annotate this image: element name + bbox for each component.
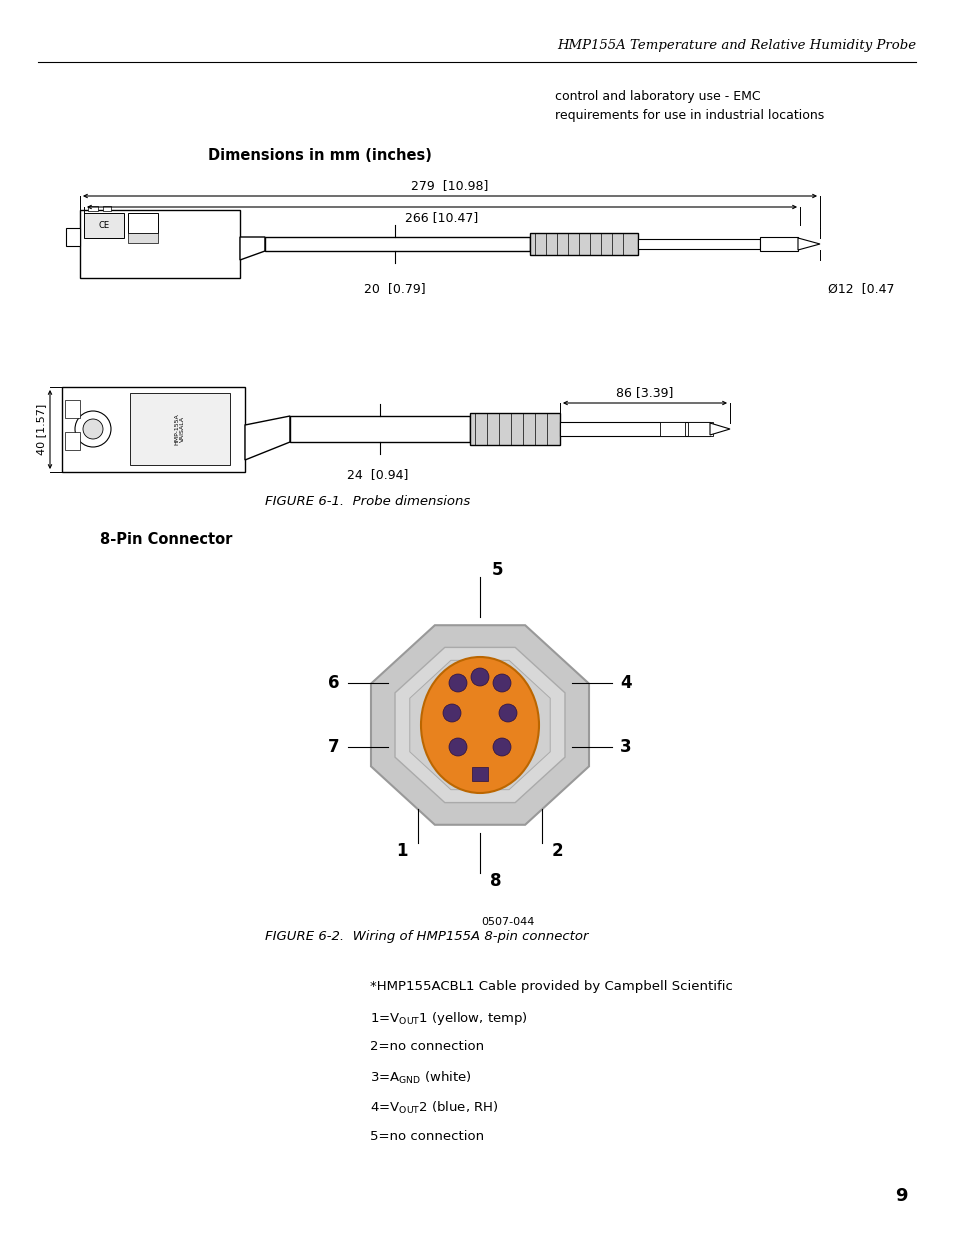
Text: 0507-044: 0507-044 — [481, 918, 534, 927]
Text: 7: 7 — [328, 739, 339, 756]
Bar — [84, 212, 124, 238]
Bar — [66, 228, 80, 246]
Bar — [62, 387, 245, 472]
Polygon shape — [797, 238, 820, 249]
Text: HMP-155A
VAISALA: HMP-155A VAISALA — [174, 414, 185, 445]
Text: 266 [10.47]: 266 [10.47] — [405, 211, 478, 224]
Bar — [470, 412, 559, 445]
Bar — [128, 212, 158, 233]
Bar — [265, 237, 530, 251]
Circle shape — [498, 704, 517, 722]
Text: 2: 2 — [552, 842, 563, 860]
Text: 4=V$_{\mathregular{OUT}}$2 (blue, RH): 4=V$_{\mathregular{OUT}}$2 (blue, RH) — [370, 1100, 498, 1116]
Text: 20  [0.79]: 20 [0.79] — [364, 282, 425, 295]
Text: 1=V$_{\mathregular{OUT}}$1 (yellow, temp): 1=V$_{\mathregular{OUT}}$1 (yellow, temp… — [370, 1010, 527, 1028]
Polygon shape — [709, 424, 729, 435]
Circle shape — [493, 739, 511, 756]
Text: 9: 9 — [895, 1187, 907, 1205]
Bar — [559, 422, 709, 436]
Text: 3=A$_{\mathregular{GND}}$ (white): 3=A$_{\mathregular{GND}}$ (white) — [370, 1070, 472, 1086]
Text: 5=no connection: 5=no connection — [370, 1130, 483, 1144]
Text: 2=no connection: 2=no connection — [370, 1040, 483, 1053]
Bar — [80, 210, 240, 278]
Circle shape — [83, 419, 103, 438]
Bar — [65, 432, 80, 450]
Bar — [128, 233, 158, 243]
Bar — [530, 233, 638, 254]
Circle shape — [442, 704, 460, 722]
Text: Dimensions in mm (inches): Dimensions in mm (inches) — [208, 148, 432, 163]
Circle shape — [75, 411, 111, 447]
Text: FIGURE 6-1.  Probe dimensions: FIGURE 6-1. Probe dimensions — [265, 495, 470, 508]
Circle shape — [449, 739, 467, 756]
Text: 1: 1 — [396, 842, 408, 860]
Text: *HMP155ACBL1 Cable provided by Campbell Scientific: *HMP155ACBL1 Cable provided by Campbell … — [370, 981, 732, 993]
Text: 6: 6 — [328, 674, 339, 692]
Bar — [130, 393, 230, 466]
Text: 8: 8 — [490, 872, 501, 890]
Bar — [65, 400, 80, 417]
Bar — [103, 206, 111, 211]
Text: 24  [0.94]: 24 [0.94] — [347, 468, 408, 480]
Bar — [638, 240, 760, 249]
Circle shape — [493, 674, 511, 692]
Text: 3: 3 — [619, 739, 631, 756]
Circle shape — [471, 668, 489, 685]
Bar — [659, 422, 684, 436]
Text: 40 [1.57]: 40 [1.57] — [36, 404, 46, 454]
Bar — [290, 416, 470, 442]
Text: 5: 5 — [492, 561, 503, 579]
Bar — [472, 767, 488, 781]
Ellipse shape — [420, 657, 538, 793]
Text: FIGURE 6-2.  Wiring of HMP155A 8-pin connector: FIGURE 6-2. Wiring of HMP155A 8-pin conn… — [265, 930, 588, 944]
Text: HMP155A Temperature and Relative Humidity Probe: HMP155A Temperature and Relative Humidit… — [557, 40, 915, 52]
Bar — [88, 206, 98, 211]
Text: control and laboratory use - EMC
requirements for use in industrial locations: control and laboratory use - EMC require… — [555, 90, 823, 122]
Bar — [760, 237, 797, 251]
Polygon shape — [395, 647, 564, 803]
Text: 86 [3.39]: 86 [3.39] — [616, 387, 673, 399]
Polygon shape — [371, 625, 588, 825]
Polygon shape — [410, 661, 550, 789]
Text: Ø12  [0.47: Ø12 [0.47 — [827, 282, 894, 295]
Bar — [687, 422, 712, 436]
Polygon shape — [245, 416, 290, 459]
Polygon shape — [240, 237, 265, 261]
Circle shape — [449, 674, 467, 692]
Text: 8-Pin Connector: 8-Pin Connector — [100, 532, 233, 547]
Text: 279  [10.98]: 279 [10.98] — [411, 179, 488, 191]
Text: CE: CE — [98, 221, 110, 231]
Text: 4: 4 — [619, 674, 631, 692]
